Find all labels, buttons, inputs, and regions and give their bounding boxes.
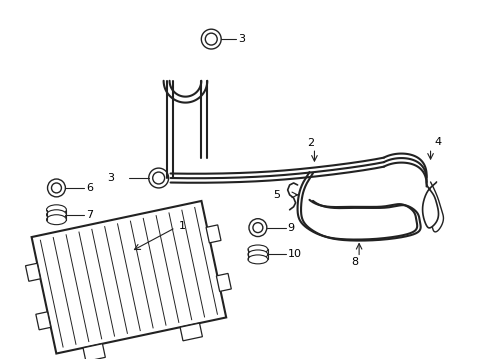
Text: 8: 8: [351, 257, 358, 267]
Bar: [32, 201, 226, 354]
Bar: [25, 263, 41, 281]
Ellipse shape: [46, 210, 66, 220]
Text: 1: 1: [178, 221, 185, 231]
Text: 6: 6: [86, 183, 93, 193]
Text: 3: 3: [238, 34, 244, 44]
Ellipse shape: [247, 255, 267, 264]
Bar: [83, 344, 105, 360]
Text: 9: 9: [287, 222, 294, 233]
Bar: [205, 225, 221, 243]
Ellipse shape: [247, 250, 267, 259]
Bar: [36, 312, 51, 330]
Text: 3: 3: [107, 173, 114, 183]
Text: 10: 10: [287, 249, 301, 260]
Bar: [216, 274, 231, 292]
Text: 5: 5: [272, 190, 279, 200]
Ellipse shape: [247, 245, 267, 254]
Text: 2: 2: [306, 138, 313, 148]
Text: 4: 4: [434, 137, 441, 147]
Bar: [180, 323, 202, 341]
Ellipse shape: [46, 215, 66, 225]
Ellipse shape: [46, 205, 66, 215]
Text: 7: 7: [86, 210, 93, 220]
